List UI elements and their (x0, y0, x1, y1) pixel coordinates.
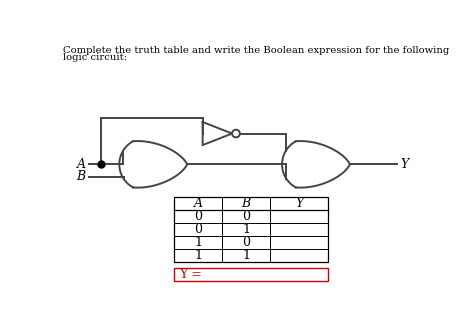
Text: B: B (76, 170, 86, 183)
Text: A: A (193, 197, 202, 210)
Text: 0: 0 (194, 210, 202, 223)
Text: Complete the truth table and write the Boolean expression for the following: Complete the truth table and write the B… (63, 46, 449, 55)
Text: B: B (241, 197, 251, 210)
Text: Y: Y (295, 197, 303, 210)
Text: logic circuit:: logic circuit: (63, 53, 127, 62)
Text: 1: 1 (242, 223, 250, 236)
Text: 1: 1 (242, 249, 250, 262)
Text: 0: 0 (242, 210, 250, 223)
Bar (174, 268, 328, 280)
Text: 1: 1 (194, 236, 202, 249)
Bar (174, 197, 328, 262)
Text: 1: 1 (194, 249, 202, 262)
Text: Y: Y (400, 158, 409, 171)
Text: Y =: Y = (179, 268, 202, 280)
Text: A: A (77, 158, 86, 171)
Text: 0: 0 (194, 223, 202, 236)
Text: 0: 0 (242, 236, 250, 249)
